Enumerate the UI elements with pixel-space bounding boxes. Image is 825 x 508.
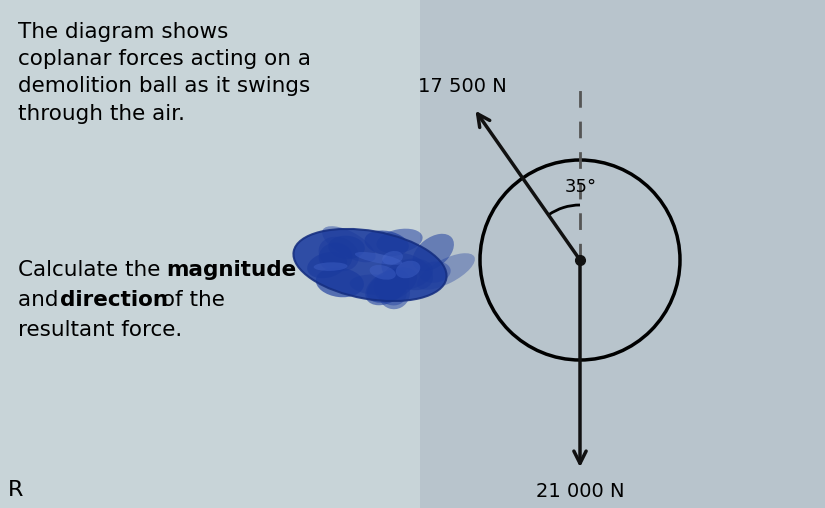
- Text: direction: direction: [60, 290, 168, 310]
- Ellipse shape: [373, 274, 407, 305]
- Text: 35°: 35°: [565, 178, 597, 196]
- Ellipse shape: [379, 277, 410, 309]
- Text: magnitude: magnitude: [166, 260, 296, 280]
- Ellipse shape: [328, 236, 365, 259]
- Ellipse shape: [365, 269, 410, 305]
- Ellipse shape: [355, 252, 403, 265]
- Ellipse shape: [396, 261, 420, 278]
- Text: and: and: [18, 290, 65, 310]
- Ellipse shape: [350, 274, 403, 295]
- Text: Calculate the: Calculate the: [18, 260, 167, 280]
- Text: resultant force.: resultant force.: [18, 320, 182, 340]
- Text: 17 500 N: 17 500 N: [417, 77, 507, 97]
- Ellipse shape: [318, 243, 352, 272]
- Ellipse shape: [318, 237, 359, 271]
- Ellipse shape: [370, 265, 396, 280]
- Ellipse shape: [365, 231, 409, 256]
- Ellipse shape: [316, 268, 364, 297]
- Ellipse shape: [417, 253, 475, 290]
- Ellipse shape: [322, 226, 375, 262]
- Text: R: R: [8, 480, 23, 500]
- Ellipse shape: [367, 267, 417, 303]
- Bar: [0, 0, 420, 508]
- Ellipse shape: [419, 261, 450, 283]
- Ellipse shape: [383, 259, 433, 290]
- Ellipse shape: [314, 262, 347, 271]
- Ellipse shape: [412, 234, 454, 271]
- Text: of the: of the: [155, 290, 225, 310]
- Ellipse shape: [294, 229, 446, 301]
- Ellipse shape: [307, 252, 347, 278]
- Ellipse shape: [376, 229, 422, 253]
- Ellipse shape: [381, 253, 433, 290]
- Text: 21 000 N: 21 000 N: [535, 482, 625, 501]
- Ellipse shape: [382, 251, 403, 265]
- Text: The diagram shows
coplanar forces acting on a
demolition ball as it swings
throu: The diagram shows coplanar forces acting…: [18, 22, 311, 123]
